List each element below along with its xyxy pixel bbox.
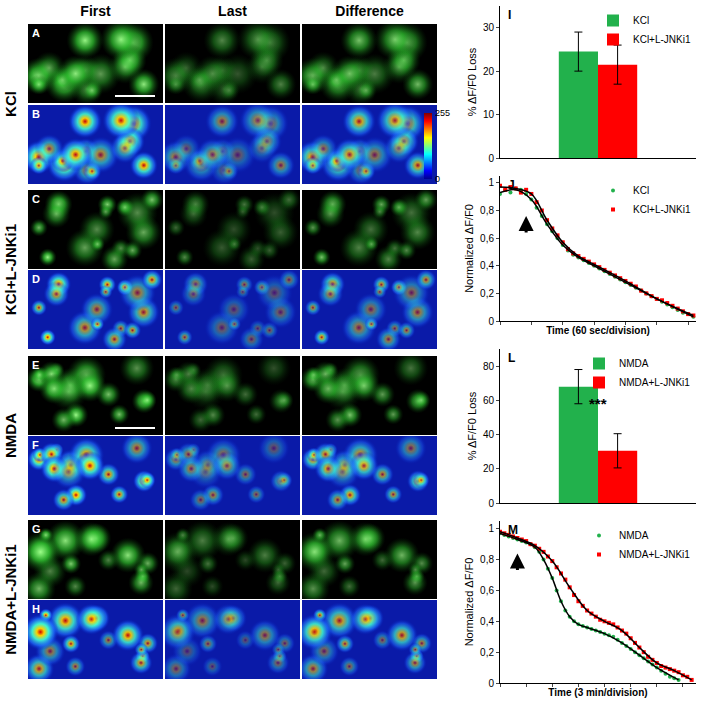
svg-text:NMDA: NMDA	[619, 530, 649, 541]
svg-text:KCl+L-JNKi1: KCl+L-JNKi1	[633, 204, 691, 215]
svg-text:20: 20	[483, 463, 495, 474]
svg-text:% ΔF/F0 Loss: % ΔF/F0 Loss	[466, 47, 478, 116]
svg-text:Time (3 min/division): Time (3 min/division)	[548, 687, 647, 698]
svg-text:KCl: KCl	[633, 185, 649, 196]
svg-text:NMDA+L-JNKi1: NMDA+L-JNKi1	[619, 549, 690, 560]
svg-text:KCl+L-JNKi1: KCl+L-JNKi1	[2, 224, 19, 315]
svg-text:H: H	[32, 603, 40, 615]
svg-text:20: 20	[483, 66, 495, 77]
svg-text:I: I	[508, 8, 511, 22]
svg-text:C: C	[32, 193, 40, 205]
svg-text:J: J	[508, 178, 515, 192]
svg-text:0,4: 0,4	[480, 616, 494, 627]
svg-text:Difference: Difference	[335, 3, 404, 19]
svg-text:0,2: 0,2	[480, 647, 494, 658]
svg-text:E: E	[32, 359, 39, 371]
svg-text:1: 1	[488, 523, 494, 534]
svg-text:0,6: 0,6	[480, 233, 494, 244]
svg-text:0: 0	[488, 678, 494, 689]
svg-text:Last: Last	[218, 3, 247, 19]
svg-text:KCl+L-JNKi1: KCl+L-JNKi1	[633, 34, 691, 45]
svg-text:255: 255	[435, 108, 450, 118]
svg-text:D: D	[32, 273, 40, 285]
svg-text:A: A	[32, 27, 40, 39]
svg-text:1: 1	[488, 177, 494, 188]
svg-text:Normalized ΔF/F0: Normalized ΔF/F0	[463, 558, 475, 647]
svg-text:***: ***	[589, 395, 607, 412]
svg-text:0: 0	[488, 153, 494, 164]
svg-text:0,6: 0,6	[480, 585, 494, 596]
svg-text:NMDA+L-JNKi1: NMDA+L-JNKi1	[619, 377, 690, 388]
svg-text:0: 0	[488, 316, 494, 327]
svg-text:Time (60 sec/division): Time (60 sec/division)	[546, 325, 650, 336]
svg-text:0,4: 0,4	[480, 260, 494, 271]
svg-text:% ΔF/F0 Loss: % ΔF/F0 Loss	[466, 391, 478, 460]
svg-text:F: F	[32, 439, 39, 451]
svg-text:10: 10	[483, 109, 495, 120]
svg-text:Normalized ΔF/F0: Normalized ΔF/F0	[463, 204, 475, 293]
svg-text:0,8: 0,8	[480, 554, 494, 565]
svg-text:80: 80	[483, 361, 495, 372]
svg-text:L: L	[508, 351, 515, 365]
svg-text:0: 0	[435, 174, 440, 184]
svg-text:0: 0	[488, 498, 494, 509]
svg-text:G: G	[32, 523, 41, 535]
svg-text:KCl: KCl	[2, 91, 19, 117]
svg-text:0,2: 0,2	[480, 288, 494, 299]
svg-text:First: First	[80, 3, 111, 19]
svg-text:30: 30	[483, 22, 495, 33]
svg-text:40: 40	[483, 429, 495, 440]
svg-text:60: 60	[483, 395, 495, 406]
svg-text:M: M	[508, 523, 518, 537]
svg-text:B: B	[32, 108, 40, 120]
svg-text:0,8: 0,8	[480, 205, 494, 216]
svg-text:NMDA: NMDA	[2, 413, 19, 458]
svg-text:NMDA+L-JNKi1: NMDA+L-JNKi1	[2, 544, 19, 654]
svg-text:NMDA: NMDA	[619, 358, 649, 369]
svg-text:KCl: KCl	[633, 15, 649, 26]
